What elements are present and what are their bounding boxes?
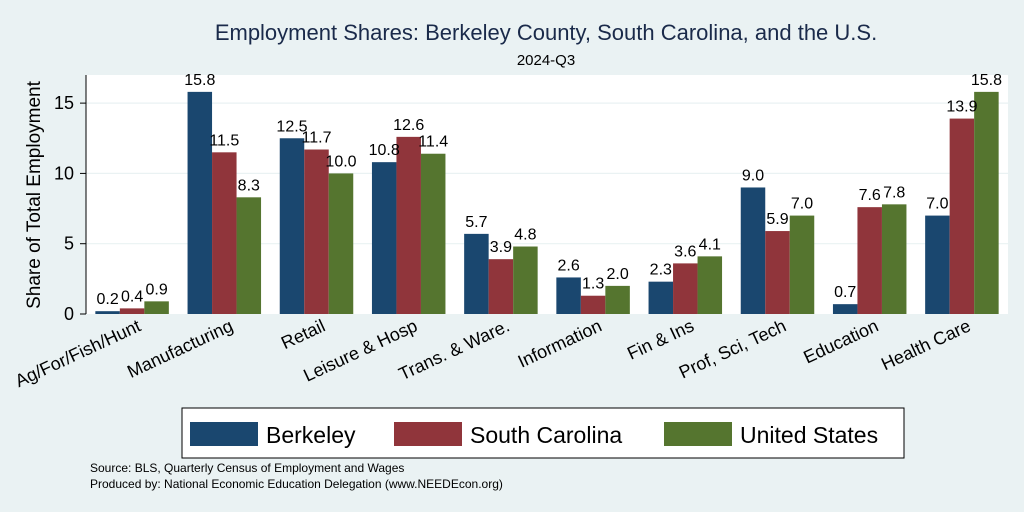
bar-united-states-prof-sci-tech xyxy=(789,215,815,314)
bar-berkeley-health-care xyxy=(925,215,950,314)
data-label-south-carolina-ag-for-fish-hunt: 0.4 xyxy=(121,288,143,305)
bars xyxy=(95,91,999,314)
bar-united-states-education xyxy=(881,204,907,314)
bar-berkeley-trans-ware xyxy=(464,233,489,314)
data-label-united-states-leisure-hosp: 11.4 xyxy=(418,134,448,151)
data-label-south-carolina-leisure-hosp: 12.6 xyxy=(393,117,424,134)
data-label-united-states-manufacturing: 8.3 xyxy=(238,177,260,194)
data-label-berkeley-prof-sci-tech: 9.0 xyxy=(742,167,764,184)
bar-berkeley-fin-ins xyxy=(648,281,674,314)
data-label-south-carolina-fin-ins: 3.6 xyxy=(674,243,696,260)
data-label-south-carolina-information: 1.3 xyxy=(582,276,604,293)
bar-south-carolina-health-care xyxy=(949,118,975,314)
data-label-berkeley-fin-ins: 2.3 xyxy=(650,262,672,279)
legend-swatch-united-states xyxy=(664,422,732,446)
legend-label-south-carolina: South Carolina xyxy=(470,422,622,448)
data-label-united-states-ag-for-fish-hunt: 0.9 xyxy=(145,281,167,298)
data-label-berkeley-ag-for-fish-hunt: 0.2 xyxy=(96,291,118,308)
legend-swatch-berkeley xyxy=(190,422,258,446)
bar-berkeley-manufacturing xyxy=(187,91,213,314)
bar-south-carolina-prof-sci-tech xyxy=(765,231,790,314)
data-label-berkeley-retail: 12.5 xyxy=(276,118,307,135)
bar-united-states-ag-for-fish-hunt xyxy=(144,301,169,314)
bar-berkeley-prof-sci-tech xyxy=(740,187,766,314)
data-label-united-states-fin-ins: 4.1 xyxy=(699,236,721,253)
bar-united-states-leisure-hosp xyxy=(420,153,446,314)
chart-subtitle: 2024-Q3 xyxy=(517,52,575,69)
bar-south-carolina-ag-for-fish-hunt xyxy=(119,308,145,314)
bar-south-carolina-manufacturing xyxy=(212,152,237,314)
data-label-south-carolina-health-care: 13.9 xyxy=(946,99,977,116)
data-label-berkeley-education: 0.7 xyxy=(834,284,856,301)
data-label-south-carolina-trans-ware: 3.9 xyxy=(490,239,512,256)
bar-south-carolina-retail xyxy=(304,149,329,314)
data-label-united-states-trans-ware: 4.8 xyxy=(514,227,536,244)
bar-berkeley-ag-for-fish-hunt xyxy=(95,311,120,314)
data-label-berkeley-health-care: 7.0 xyxy=(926,196,948,213)
data-label-berkeley-leisure-hosp: 10.8 xyxy=(369,142,400,159)
data-label-united-states-health-care: 15.8 xyxy=(971,72,1002,89)
bar-united-states-information xyxy=(605,285,630,314)
bar-united-states-retail xyxy=(328,173,354,314)
producer-note: Produced by: National Economic Education… xyxy=(90,477,503,491)
bar-south-carolina-leisure-hosp xyxy=(396,136,421,314)
chart-title: Employment Shares: Berkeley County, Sout… xyxy=(215,20,877,45)
y-tick-label-10: 10 xyxy=(54,163,74,183)
data-label-berkeley-manufacturing: 15.8 xyxy=(184,72,215,89)
data-labels: 0.2 0.4 0.9 15.8 11.5 8.3 12.511.7 10.0 10.8 12.6… xyxy=(96,72,1002,308)
data-label-united-states-prof-sci-tech: 7.0 xyxy=(791,196,813,213)
y-tick-label-5: 5 xyxy=(64,234,74,254)
bar-south-carolina-education xyxy=(857,207,882,314)
bar-berkeley-leisure-hosp xyxy=(371,162,397,314)
legend-box xyxy=(181,407,905,459)
bar-united-states-trans-ware xyxy=(513,246,538,314)
bar-united-states-fin-ins xyxy=(697,256,723,314)
bar-united-states-manufacturing xyxy=(236,197,262,314)
y-axis-ticks: 0 5 10 15 xyxy=(54,93,86,324)
bar-south-carolina-information xyxy=(580,295,606,314)
data-label-berkeley-trans-ware: 5.7 xyxy=(465,214,487,231)
bar-berkeley-retail xyxy=(279,138,305,314)
bar-berkeley-information xyxy=(556,277,581,314)
legend-label-united-states: United States xyxy=(740,422,878,448)
data-label-south-carolina-prof-sci-tech: 5.9 xyxy=(766,211,788,228)
data-label-united-states-education: 7.8 xyxy=(883,184,905,201)
data-label-berkeley-information: 2.6 xyxy=(557,257,579,274)
data-label-united-states-retail: 10.0 xyxy=(325,153,356,170)
y-tick-label-0: 0 xyxy=(64,304,74,324)
data-label-south-carolina-education: 7.6 xyxy=(859,187,881,204)
bar-south-carolina-trans-ware xyxy=(488,259,514,314)
y-tick-label-15: 15 xyxy=(54,93,74,113)
bar-berkeley-education xyxy=(832,304,858,314)
data-label-united-states-information: 2.0 xyxy=(606,266,628,283)
legend: Berkeley South Carolina United States xyxy=(181,407,905,459)
data-label-south-carolina-manufacturing: 11.5 xyxy=(209,132,239,149)
y-axis-label: Share of Total Employment xyxy=(24,80,45,308)
legend-swatch-south-carolina xyxy=(394,422,462,446)
legend-label-berkeley: Berkeley xyxy=(266,422,356,448)
bar-united-states-health-care xyxy=(974,91,999,314)
data-label-south-carolina-retail: 11.7 xyxy=(302,130,332,147)
bar-south-carolina-fin-ins xyxy=(673,263,698,314)
source-note: Source: BLS, Quarterly Census of Employm… xyxy=(90,461,404,475)
